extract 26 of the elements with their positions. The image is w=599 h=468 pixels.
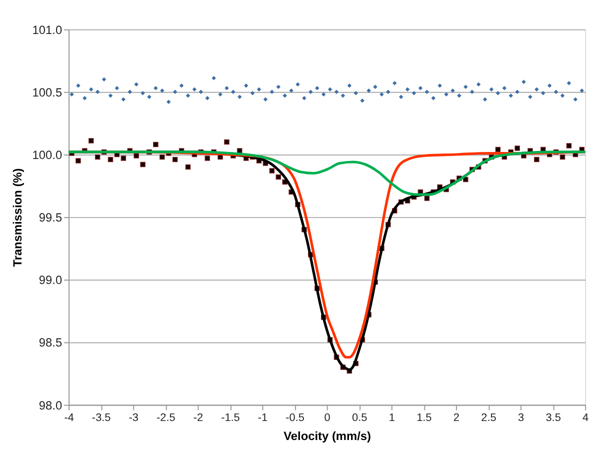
x-tick-label: 3 [518,412,524,424]
x-tick-label: -2 [193,412,204,424]
y-tick-label: 98.5 [38,336,62,350]
x-tick-label: -3.5 [92,412,111,424]
x-tick-label: 2.5 [481,412,496,424]
y-tick-label: 100.5 [32,85,62,100]
x-tick-label: 3.5 [546,412,561,424]
y-tick-label: 99.5 [38,210,62,225]
x-tick-label: 0.5 [352,412,368,424]
x-tick-label: 1 [388,412,395,424]
y-tick-label: 98.0 [38,398,62,412]
y-tick-label: 99.0 [38,273,62,288]
x-tick-label: 1.5 [416,412,432,424]
x-tick-label: -0.5 [286,412,304,424]
y-tick-label: 100.0 [32,148,62,162]
y-axis-title: Transmission (%) [10,168,24,267]
x-tick-label: 2 [453,412,460,424]
x-tick-label: 4 [582,412,589,424]
x-tick-label: 0 [324,412,330,424]
x-tick-label: -3 [128,412,138,424]
x-tick-label: -1.5 [221,412,240,424]
x-tick-label: -4 [64,412,74,424]
x-axis-title: Velocity (mm/s) [284,429,372,444]
y-tick-label: 101.0 [32,22,62,37]
x-tick-label: -1 [258,412,268,424]
x-tick-label: -2.5 [156,412,176,424]
